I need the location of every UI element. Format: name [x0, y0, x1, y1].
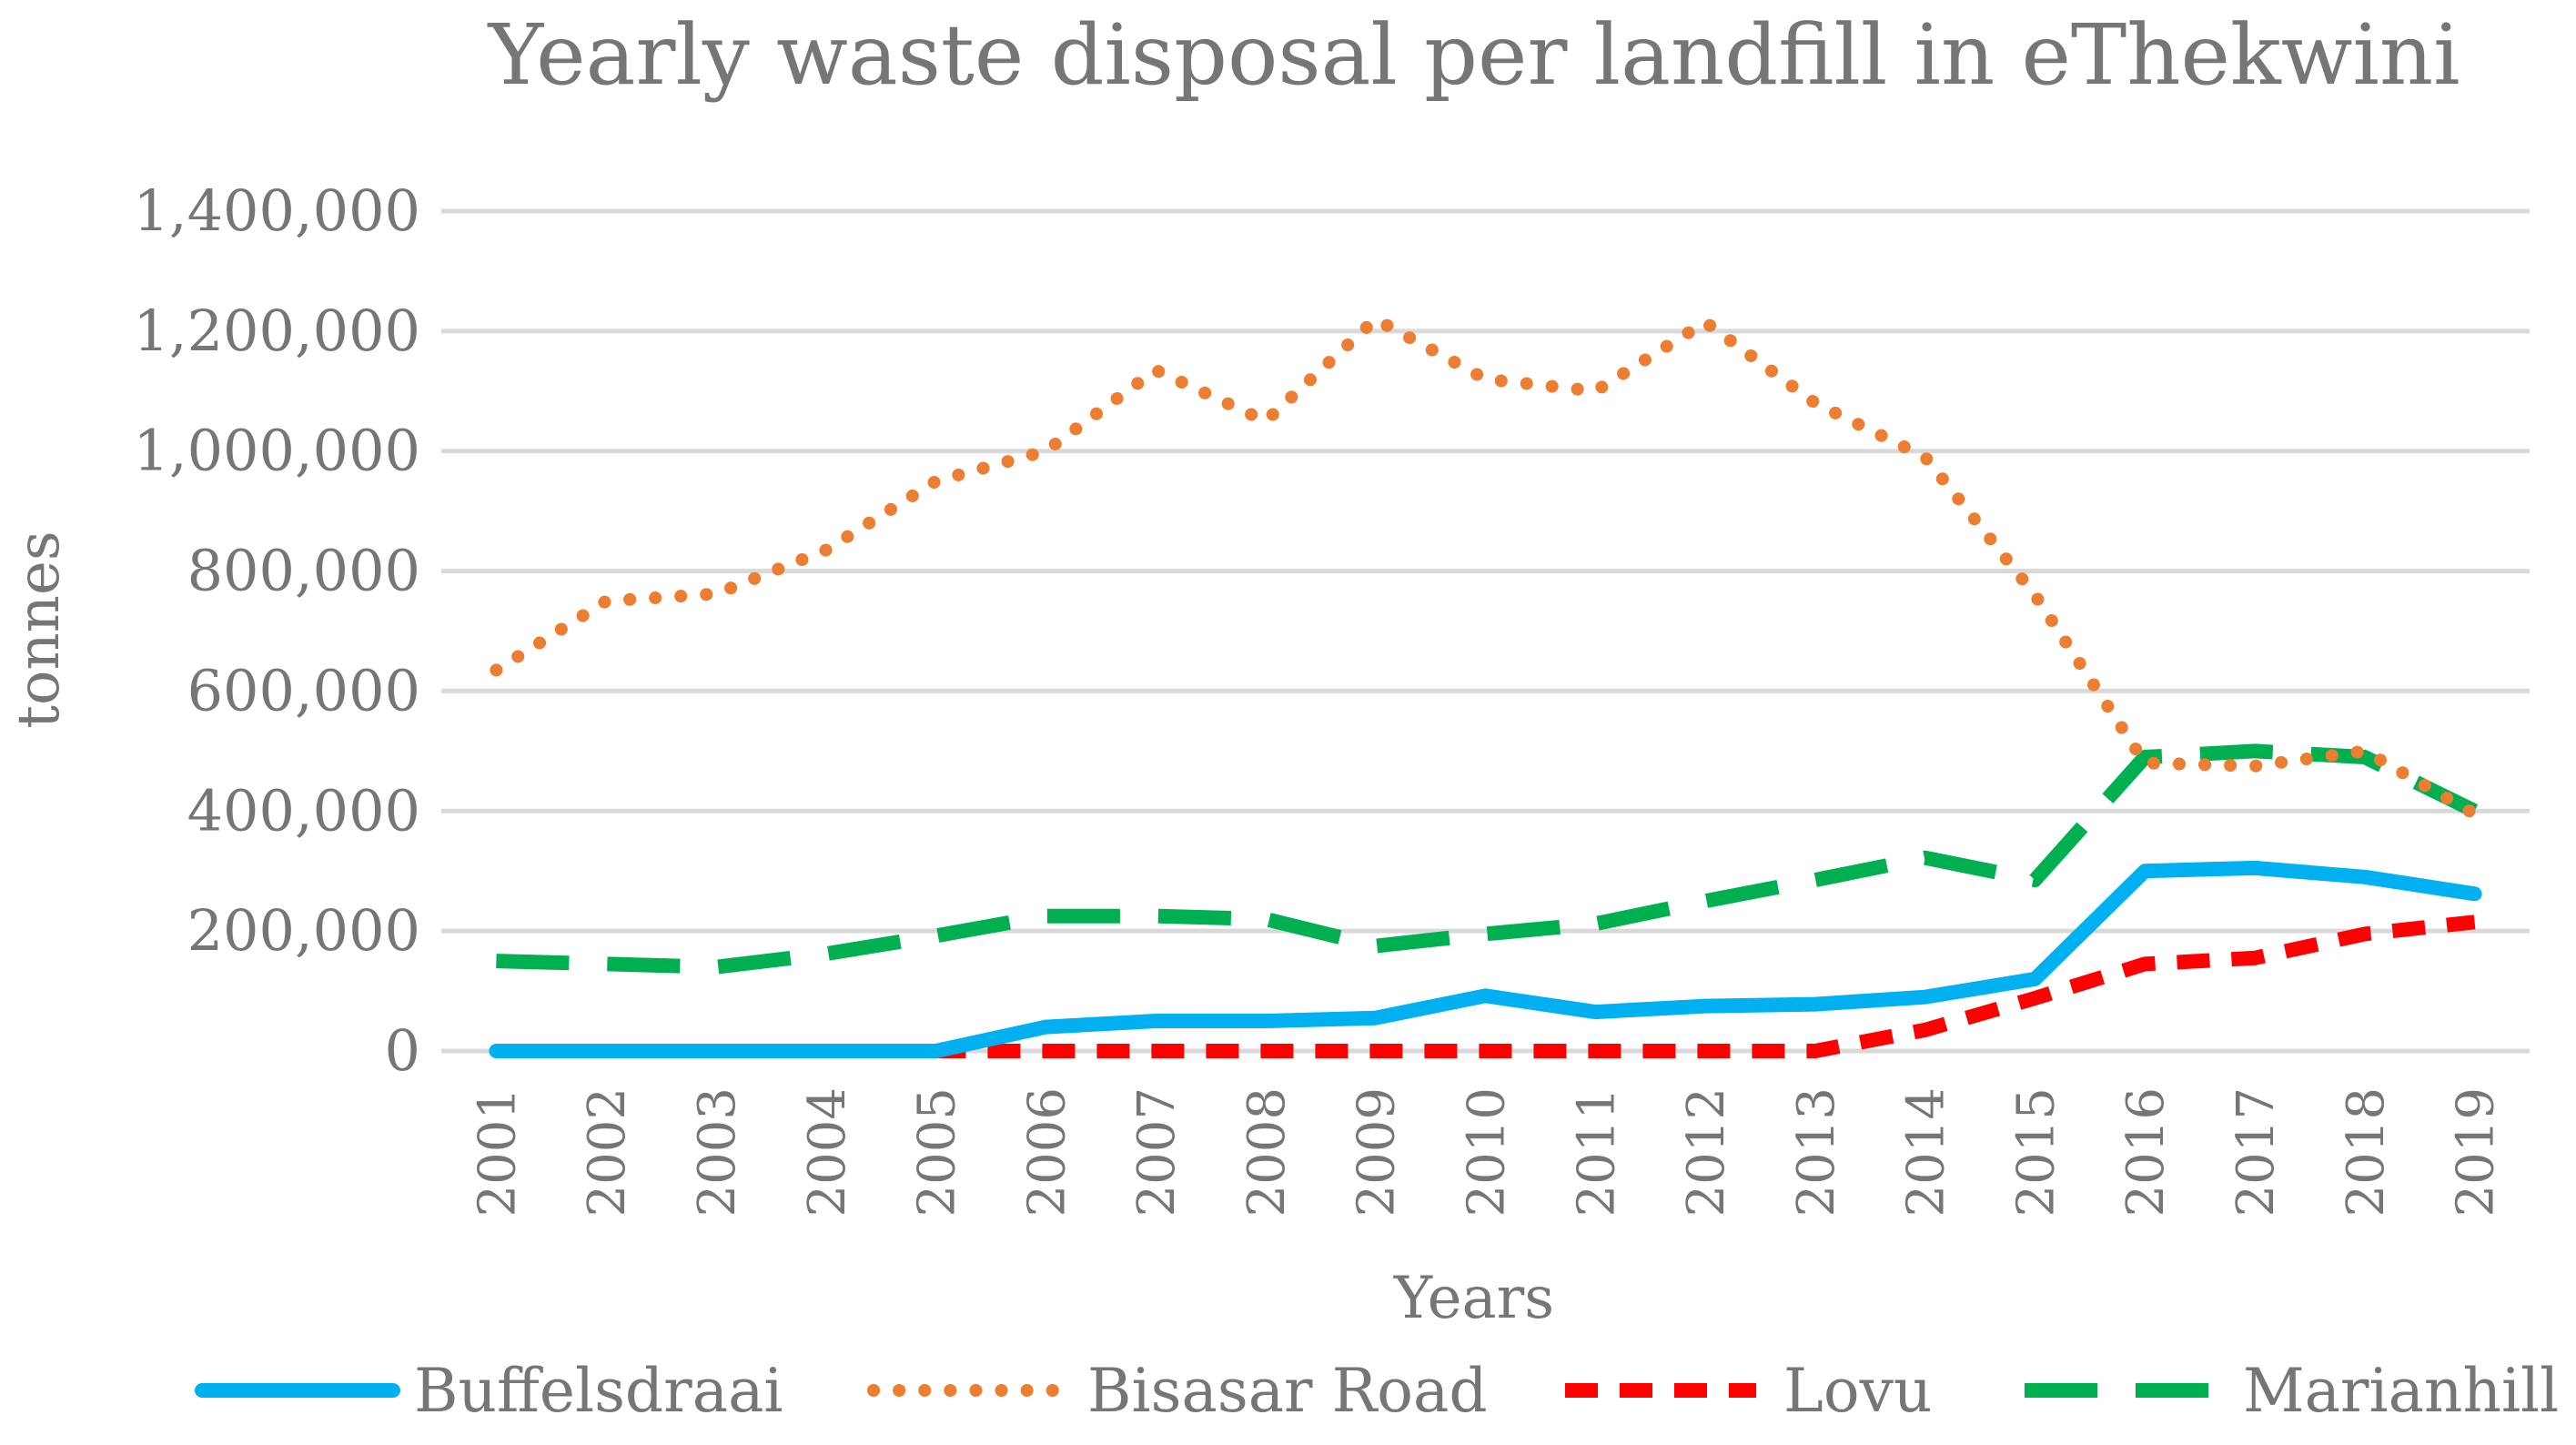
series-line-marianhill	[496, 743, 2479, 975]
x-tick-label: 2015	[2006, 1087, 2066, 1218]
x-axis-ticks: 2001 2002 2003 2004 2005 2006 2007 2008 2009 2010…	[468, 1087, 2505, 1218]
y-tick-label: 0	[385, 1017, 420, 1084]
x-axis-label: Years	[1393, 1265, 1554, 1332]
x-tick-label: 2005	[908, 1087, 967, 1218]
legend: Buffelsdraai Bisasar Road Lovu Marianhill	[195, 1356, 2559, 1426]
x-tick-label: 2011	[1567, 1087, 1626, 1218]
y-tick-label: 800,000	[187, 538, 420, 604]
chart-title: Yearly waste disposal per landfill in eT…	[486, 6, 2460, 104]
legend-label: Buffelsdraai	[414, 1356, 783, 1426]
legend-label: Bisasar Road	[1087, 1356, 1488, 1426]
x-tick-label: 2014	[1897, 1087, 1956, 1218]
x-tick-label: 2004	[798, 1087, 857, 1218]
x-tick-label: 2010	[1458, 1087, 1517, 1218]
x-tick-label: 2001	[468, 1087, 527, 1218]
x-tick-label: 2003	[688, 1087, 747, 1218]
x-tick-label: 2007	[1127, 1087, 1187, 1218]
series-lines	[489, 312, 2482, 1058]
series-line-lovu	[496, 914, 2476, 1058]
y-tick-label: 400,000	[187, 777, 420, 844]
x-tick-label: 2018	[2337, 1087, 2396, 1218]
legend-item-bisasar-road: Bisasar Road	[867, 1356, 1488, 1426]
series-line-bisasar-road	[490, 312, 2481, 821]
x-tick-label: 2006	[1017, 1087, 1076, 1218]
y-tick-label: 1,400,000	[133, 177, 420, 244]
x-tick-label: 2017	[2227, 1087, 2286, 1218]
x-tick-label: 2002	[578, 1087, 637, 1218]
legend-label: Marianhill	[2243, 1356, 2559, 1426]
gridlines	[441, 208, 2530, 1054]
y-tick-label: 1,000,000	[133, 418, 420, 484]
series-line-buffelsdraai	[489, 860, 2482, 1058]
y-tick-label: 200,000	[187, 897, 420, 964]
legend-label: Lovu	[1783, 1356, 1932, 1426]
x-tick-label: 2019	[2447, 1087, 2506, 1218]
y-tick-label: 1,200,000	[133, 298, 420, 364]
legend-item-buffelsdraai: Buffelsdraai	[195, 1356, 783, 1426]
y-axis-ticks: 0 200,000 400,000 600,000 800,000 1,000,000 1,…	[133, 177, 420, 1084]
x-tick-label: 2016	[2116, 1087, 2176, 1218]
x-tick-label: 2009	[1348, 1087, 1407, 1218]
y-axis-label: tonnes	[5, 531, 73, 728]
legend-item-lovu: Lovu	[1565, 1356, 1932, 1426]
x-tick-label: 2013	[1787, 1087, 1846, 1218]
y-tick-label: 600,000	[187, 657, 420, 723]
legend-item-marianhill: Marianhill	[2025, 1356, 2559, 1426]
x-tick-label: 2008	[1237, 1087, 1297, 1218]
x-tick-label: 2012	[1677, 1087, 1736, 1218]
